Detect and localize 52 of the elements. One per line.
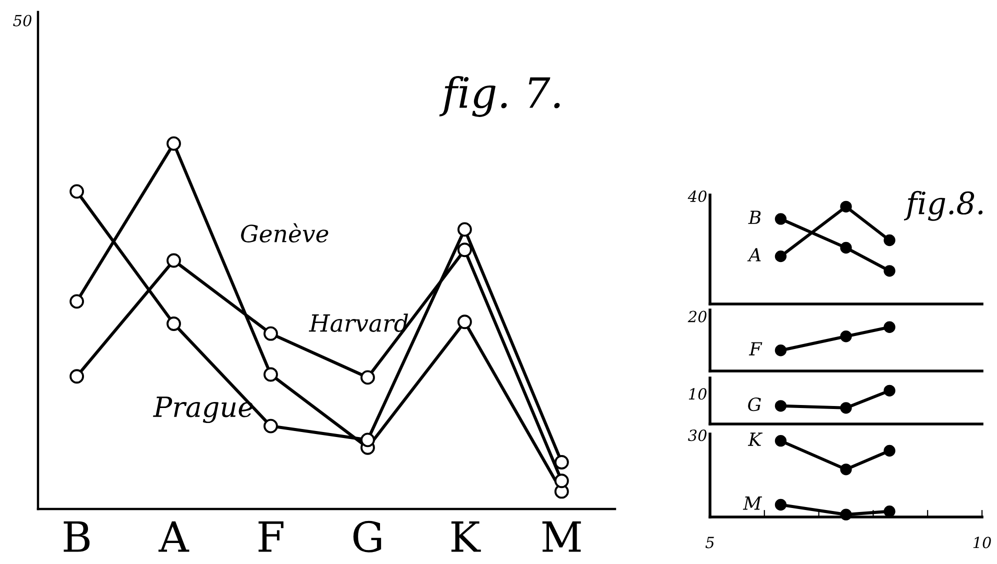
point — [70, 184, 84, 199]
x-tick-label: F — [258, 521, 284, 552]
series-label: M — [742, 496, 762, 510]
point — [70, 294, 84, 309]
point — [554, 474, 569, 488]
point — [884, 265, 896, 277]
point — [840, 200, 852, 213]
text: 10 — [688, 388, 706, 400]
x-tick-label: 10 — [973, 536, 991, 548]
point — [884, 444, 896, 457]
point — [840, 508, 852, 520]
chart-title: fig. 7. — [439, 76, 560, 117]
x-tick-label: B — [64, 521, 90, 552]
point — [264, 326, 278, 341]
series-label: K — [748, 432, 763, 446]
point — [774, 435, 787, 447]
point — [360, 370, 375, 385]
text: 50 — [13, 14, 32, 26]
x-tick-label: G — [353, 520, 382, 552]
series-label: B — [748, 210, 761, 224]
point — [457, 314, 472, 330]
text: 40 — [688, 190, 706, 202]
point — [166, 253, 181, 268]
point — [457, 222, 472, 237]
x-tick-label: K — [451, 521, 481, 552]
series-label: F — [748, 342, 762, 356]
point — [166, 316, 181, 331]
point — [884, 234, 896, 246]
point — [840, 242, 852, 254]
point — [554, 455, 569, 470]
point — [774, 213, 787, 225]
x-tick-label: A — [158, 521, 190, 552]
x-tick-label: M — [542, 521, 581, 552]
point — [457, 242, 472, 258]
series-label: Prague — [152, 396, 253, 424]
point — [774, 498, 787, 511]
chart-title: fig.8. — [904, 190, 983, 221]
point — [884, 506, 896, 518]
series-label: Genève — [241, 223, 328, 242]
x-tick-label: 5 — [705, 536, 714, 548]
point — [840, 464, 852, 476]
series-label: Harvard — [308, 314, 408, 332]
point — [70, 369, 84, 384]
point — [360, 432, 375, 448]
point — [264, 418, 278, 434]
text: 20 — [688, 310, 706, 322]
point — [774, 250, 787, 262]
series-label: G — [748, 397, 761, 412]
text: 30 — [688, 430, 706, 442]
series-label: A — [747, 248, 761, 262]
point — [166, 136, 181, 151]
point — [264, 367, 278, 382]
